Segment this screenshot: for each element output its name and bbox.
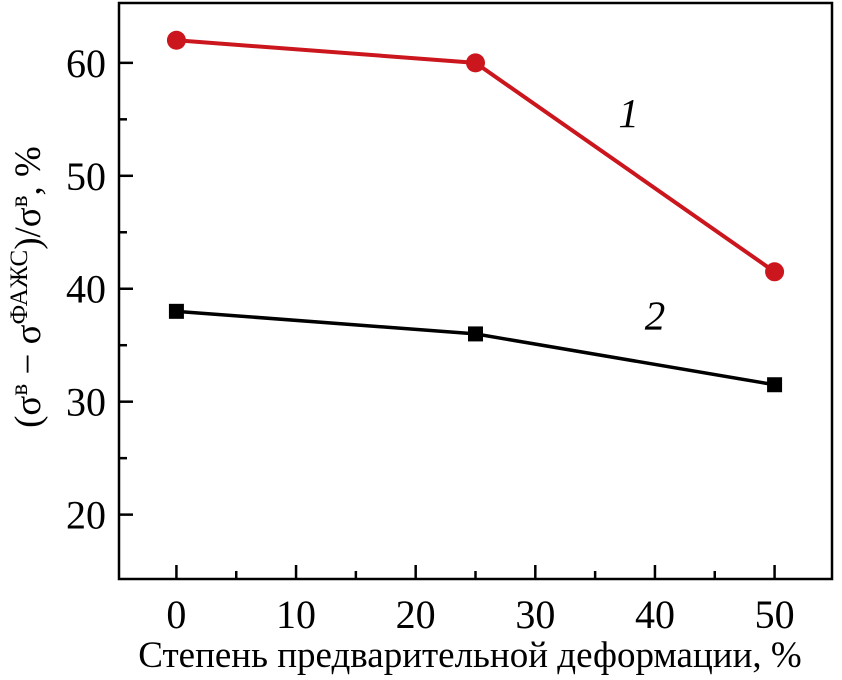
x-axis-label: Степень предварительной деформации, % [138,635,801,676]
y-axis-label-text: (σв − σФАЖС)/σв, % [6,146,49,428]
axis-ticks [119,61,776,579]
x-tick-label: 30 [515,592,555,637]
x-tick-label: 20 [396,592,436,637]
y-axis-label-superscript: в [6,195,33,207]
curve-label-2: 2 [645,292,666,338]
plot-border-box [117,1,834,581]
y-tick-label: 20 [66,493,106,538]
series-1-line [176,38,776,274]
series-2-line [176,309,775,387]
y-tick-label: 50 [66,154,106,199]
y-axis-label-segment: , % [8,146,49,195]
series-2-square-marker [168,303,184,319]
data-series-group [166,30,785,393]
y-tick-label: 30 [66,380,106,425]
series-1-circle-marker [765,262,785,282]
y-axis-label-segment: − σ [8,324,49,383]
series-1-circle-marker [466,53,485,73]
y-tick-label: 40 [66,267,106,312]
y-tick-label: 60 [66,41,106,86]
series-1-circle-marker [166,30,186,50]
x-tick-label: 0 [166,592,186,637]
axis-tick-labels: 0 10 20 30 40 50 20 30 40 50 60 [66,41,795,637]
curve-labels: 12 [618,90,665,338]
x-tick-label: 10 [276,592,316,637]
x-tick-label: 40 [635,592,675,637]
curve-label-1: 1 [618,90,639,136]
x-tick-label: 50 [755,592,795,637]
series-2-square-marker [767,377,783,393]
y-axis-label-superscript: ФАЖС [6,250,33,325]
y-axis-label-segment: )/σ [8,207,49,250]
y-axis-label: (σв − σФАЖС)/σв, % [6,146,49,428]
y-axis-label-segment: (σ [8,396,49,428]
series-2-square-marker [468,326,483,342]
y-axis-label-superscript: в [6,384,33,396]
